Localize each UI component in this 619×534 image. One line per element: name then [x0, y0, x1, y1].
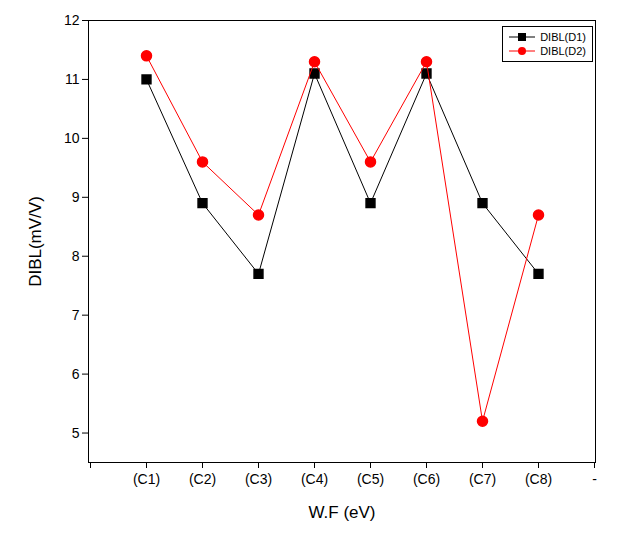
svg-text:(C7): (C7) [469, 471, 496, 487]
svg-text:(C4): (C4) [301, 471, 328, 487]
svg-text:(C6): (C6) [413, 471, 440, 487]
svg-text:12: 12 [64, 12, 80, 28]
svg-text:9: 9 [72, 189, 80, 205]
html-text:DIBL(D1): DIBL(D1) [540, 31, 586, 43]
svg-text:10: 10 [64, 130, 80, 146]
svg-text:6: 6 [72, 366, 80, 382]
svg-text:-: - [592, 471, 597, 487]
svg-text:DIBL(mV/V): DIBL(mV/V) [26, 196, 45, 287]
svg-text:5: 5 [72, 425, 80, 441]
svg-text:11: 11 [65, 71, 80, 87]
svg-text:(C1): (C1) [133, 471, 160, 487]
svg-text:8: 8 [72, 248, 80, 264]
svg-text:(C5): (C5) [357, 471, 384, 487]
svg-text:(C2): (C2) [189, 471, 216, 487]
svg-text:(C3): (C3) [245, 471, 272, 487]
svg-text:7: 7 [72, 307, 80, 323]
svg-text:W.F (eV): W.F (eV) [308, 503, 375, 522]
html-text:DIBL(D2): DIBL(D2) [540, 45, 586, 57]
svg-text:(C8): (C8) [525, 471, 552, 487]
